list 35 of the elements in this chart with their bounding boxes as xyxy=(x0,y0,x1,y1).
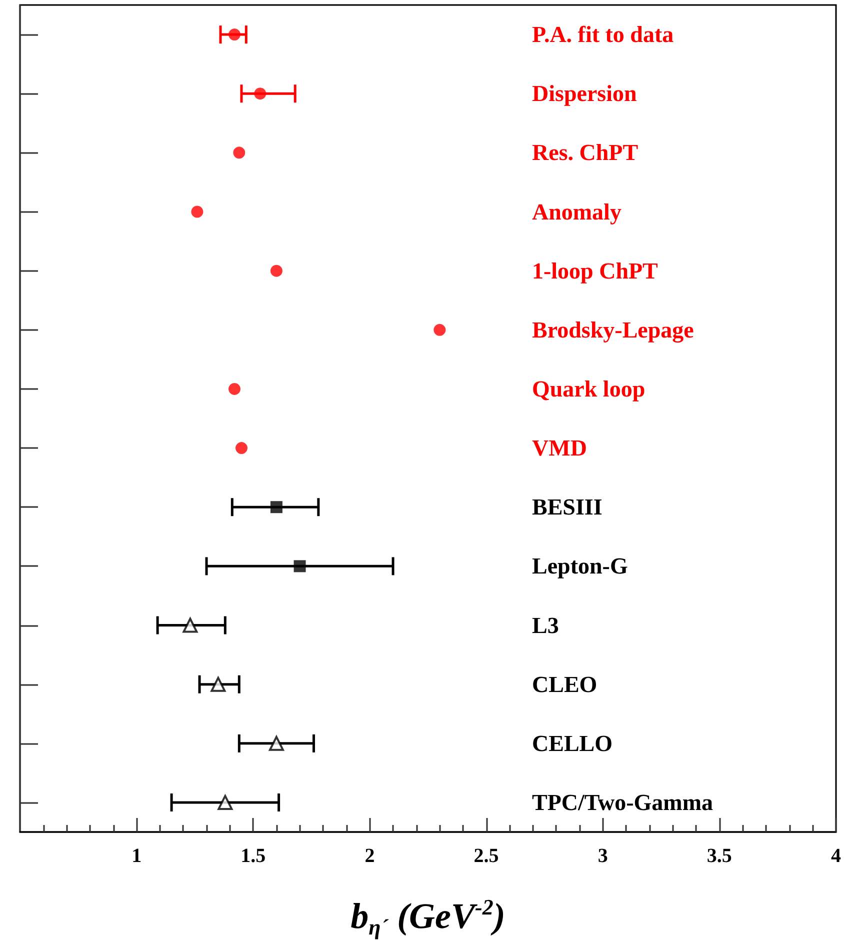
x-tick-label: 2 xyxy=(364,845,375,867)
point xyxy=(254,88,266,100)
y-tick-label: 1-loop ChPT xyxy=(532,258,658,284)
x-tick-label: 3 xyxy=(598,845,608,867)
x-tick-label: 3.5 xyxy=(706,845,732,867)
y-tick-label: Anomaly xyxy=(532,199,622,224)
y-tick-label: CELLO xyxy=(532,730,613,756)
point xyxy=(228,382,240,395)
y-tick-label: Res. ChPT xyxy=(532,140,638,166)
x-tick-label: 1.5 xyxy=(240,845,266,867)
y-tick-label: Brodsky-Lepage xyxy=(532,317,694,344)
y-tick-label: BESIII xyxy=(532,494,602,520)
point xyxy=(233,146,246,159)
y-tick-label: VMD xyxy=(532,436,587,461)
point xyxy=(268,736,284,751)
y-tick-label: L3 xyxy=(532,612,559,638)
point xyxy=(294,560,306,572)
point xyxy=(210,676,226,692)
x-tick-label: 2.5 xyxy=(474,845,499,867)
x-tick-label: 1 xyxy=(132,845,142,867)
point xyxy=(270,501,282,514)
y-tick-label: TPC/Two-Gamma xyxy=(532,790,714,815)
y-tick-label: Lepton-G xyxy=(532,554,628,579)
y-tick-label: CLEO xyxy=(532,672,598,697)
y-tick-label: P.A. fit to data xyxy=(532,22,674,48)
point xyxy=(236,442,248,454)
y-tick-label: Quark loop xyxy=(532,376,646,402)
point xyxy=(434,324,446,336)
point xyxy=(182,618,198,633)
point xyxy=(191,206,204,218)
point xyxy=(270,264,282,277)
point xyxy=(218,794,233,810)
y-tick-label: Dispersion xyxy=(532,81,637,106)
point xyxy=(228,28,240,41)
x-tick-label: 4 xyxy=(831,845,841,867)
